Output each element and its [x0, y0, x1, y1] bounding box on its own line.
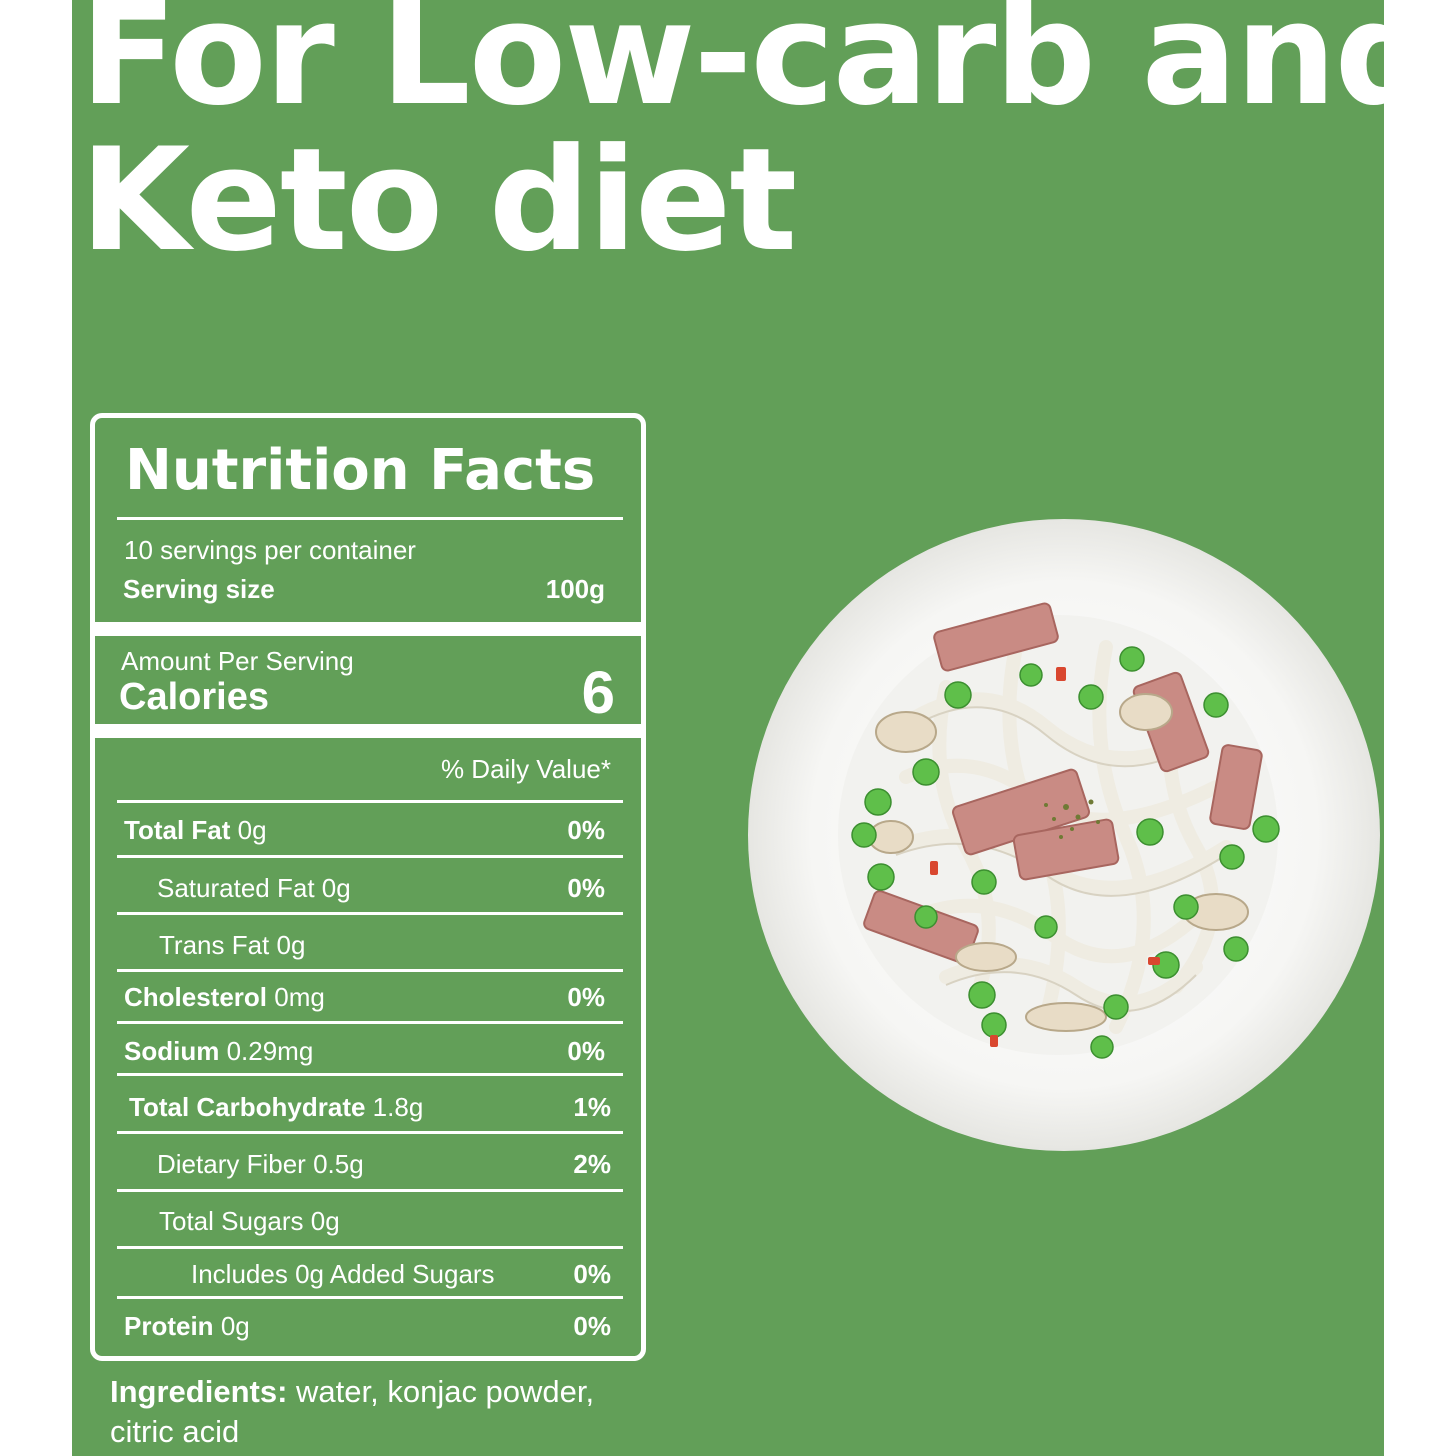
nutrient-name: Total Fat — [124, 815, 231, 845]
nutrition-facts-title: Nutrition Facts — [125, 438, 596, 503]
nutrient-amount: 0.29mg — [226, 1036, 314, 1066]
nutrient-amount: 0g — [220, 1311, 250, 1341]
nutrient-row: Sodium 0.29mg — [124, 1036, 313, 1067]
nutrient-amount: 0mg — [274, 982, 325, 1012]
nutrient-dv: 0% — [567, 982, 605, 1012]
nutrient-row: Total Fat 0g — [124, 815, 267, 846]
nutrient-amount: 0g — [237, 815, 267, 845]
nutrient-dv: 1% — [573, 1092, 611, 1122]
ham-pieces — [863, 602, 1263, 964]
amount-per-serving: Amount Per Serving — [121, 646, 354, 676]
divider — [117, 969, 623, 972]
divider — [117, 1021, 623, 1024]
nutrient-row: Cholesterol 0mg — [124, 982, 325, 1013]
divider — [117, 1296, 623, 1299]
nutrient-dv: 0% — [567, 1036, 605, 1066]
calories-value: 6 — [581, 659, 615, 726]
divider — [117, 912, 623, 915]
red-pepper-bits — [930, 667, 1160, 1047]
nutrient-name: Sodium — [124, 1036, 220, 1066]
nutrient-dv: 2% — [573, 1149, 611, 1179]
nutrient-name: Protein — [124, 1311, 214, 1341]
nutrient-row: Includes 0g Added Sugars — [191, 1259, 495, 1289]
ingredients-label: Ingredients: — [110, 1374, 288, 1409]
headline: For Low-carb and Keto diet — [80, 0, 1436, 283]
nutrient-amount: 0g — [321, 873, 351, 903]
nutrient-amount: 0g — [276, 930, 306, 960]
nutrition-facts-label: Nutrition Facts 10 servings per containe… — [90, 413, 646, 1361]
daily-value-header: % Daily Value* — [440, 754, 611, 784]
divider — [117, 855, 623, 858]
herb-flakes — [1044, 799, 1100, 839]
thick-divider — [95, 724, 641, 738]
nutrient-amount: 0g — [310, 1206, 340, 1236]
nutrient-name: Cholesterol — [124, 982, 268, 1012]
divider — [117, 517, 623, 520]
divider — [117, 1246, 623, 1249]
nutrient-name: Saturated Fat — [157, 873, 315, 903]
nutrient-row: Dietary Fiber 0.5g — [157, 1149, 364, 1180]
nutrient-name: Dietary Fiber — [157, 1149, 306, 1179]
nutrient-name: Trans Fat — [159, 930, 270, 960]
nutrient-name: Total Sugars — [159, 1206, 304, 1236]
ingredients-list: water, konjac powder, citric acid — [110, 1374, 595, 1449]
divider — [117, 1131, 623, 1134]
headline-line-1: For Low-carb and — [80, 0, 1436, 137]
nutrient-row: Total Carbohydrate 1.8g — [129, 1092, 423, 1123]
headline-line-2: Keto diet — [80, 118, 797, 283]
serving-size-label: Serving size — [123, 574, 275, 604]
nutrient-name: Total Carbohydrate — [129, 1092, 366, 1122]
nutrient-row: Trans Fat 0g — [159, 930, 305, 961]
divider — [117, 1189, 623, 1192]
servings-per-container: 10 servings per container — [124, 535, 416, 565]
nutrient-amount: 0.5g — [313, 1149, 364, 1179]
nutrient-dv: 0% — [567, 873, 605, 903]
nutrient-row: Protein 0g — [124, 1311, 250, 1342]
nutrient-row: Saturated Fat 0g — [157, 873, 351, 904]
nutrient-row: Total Sugars 0g — [159, 1206, 340, 1237]
divider — [117, 1073, 623, 1076]
thick-divider — [95, 622, 641, 636]
nutrient-amount: 1.8g — [372, 1092, 424, 1122]
ingredients-text: Ingredients: water, konjac powder, citri… — [110, 1372, 650, 1452]
calories-label: Calories — [119, 676, 269, 718]
nutrient-dv: 0% — [573, 1259, 611, 1289]
noodle-dish-image — [746, 517, 1382, 1153]
divider — [117, 800, 623, 803]
nutrient-dv: 0% — [567, 815, 605, 845]
serving-size-value: 100g — [545, 574, 605, 604]
nutrient-dv: 0% — [573, 1311, 611, 1341]
plate-illustration — [748, 519, 1380, 1151]
